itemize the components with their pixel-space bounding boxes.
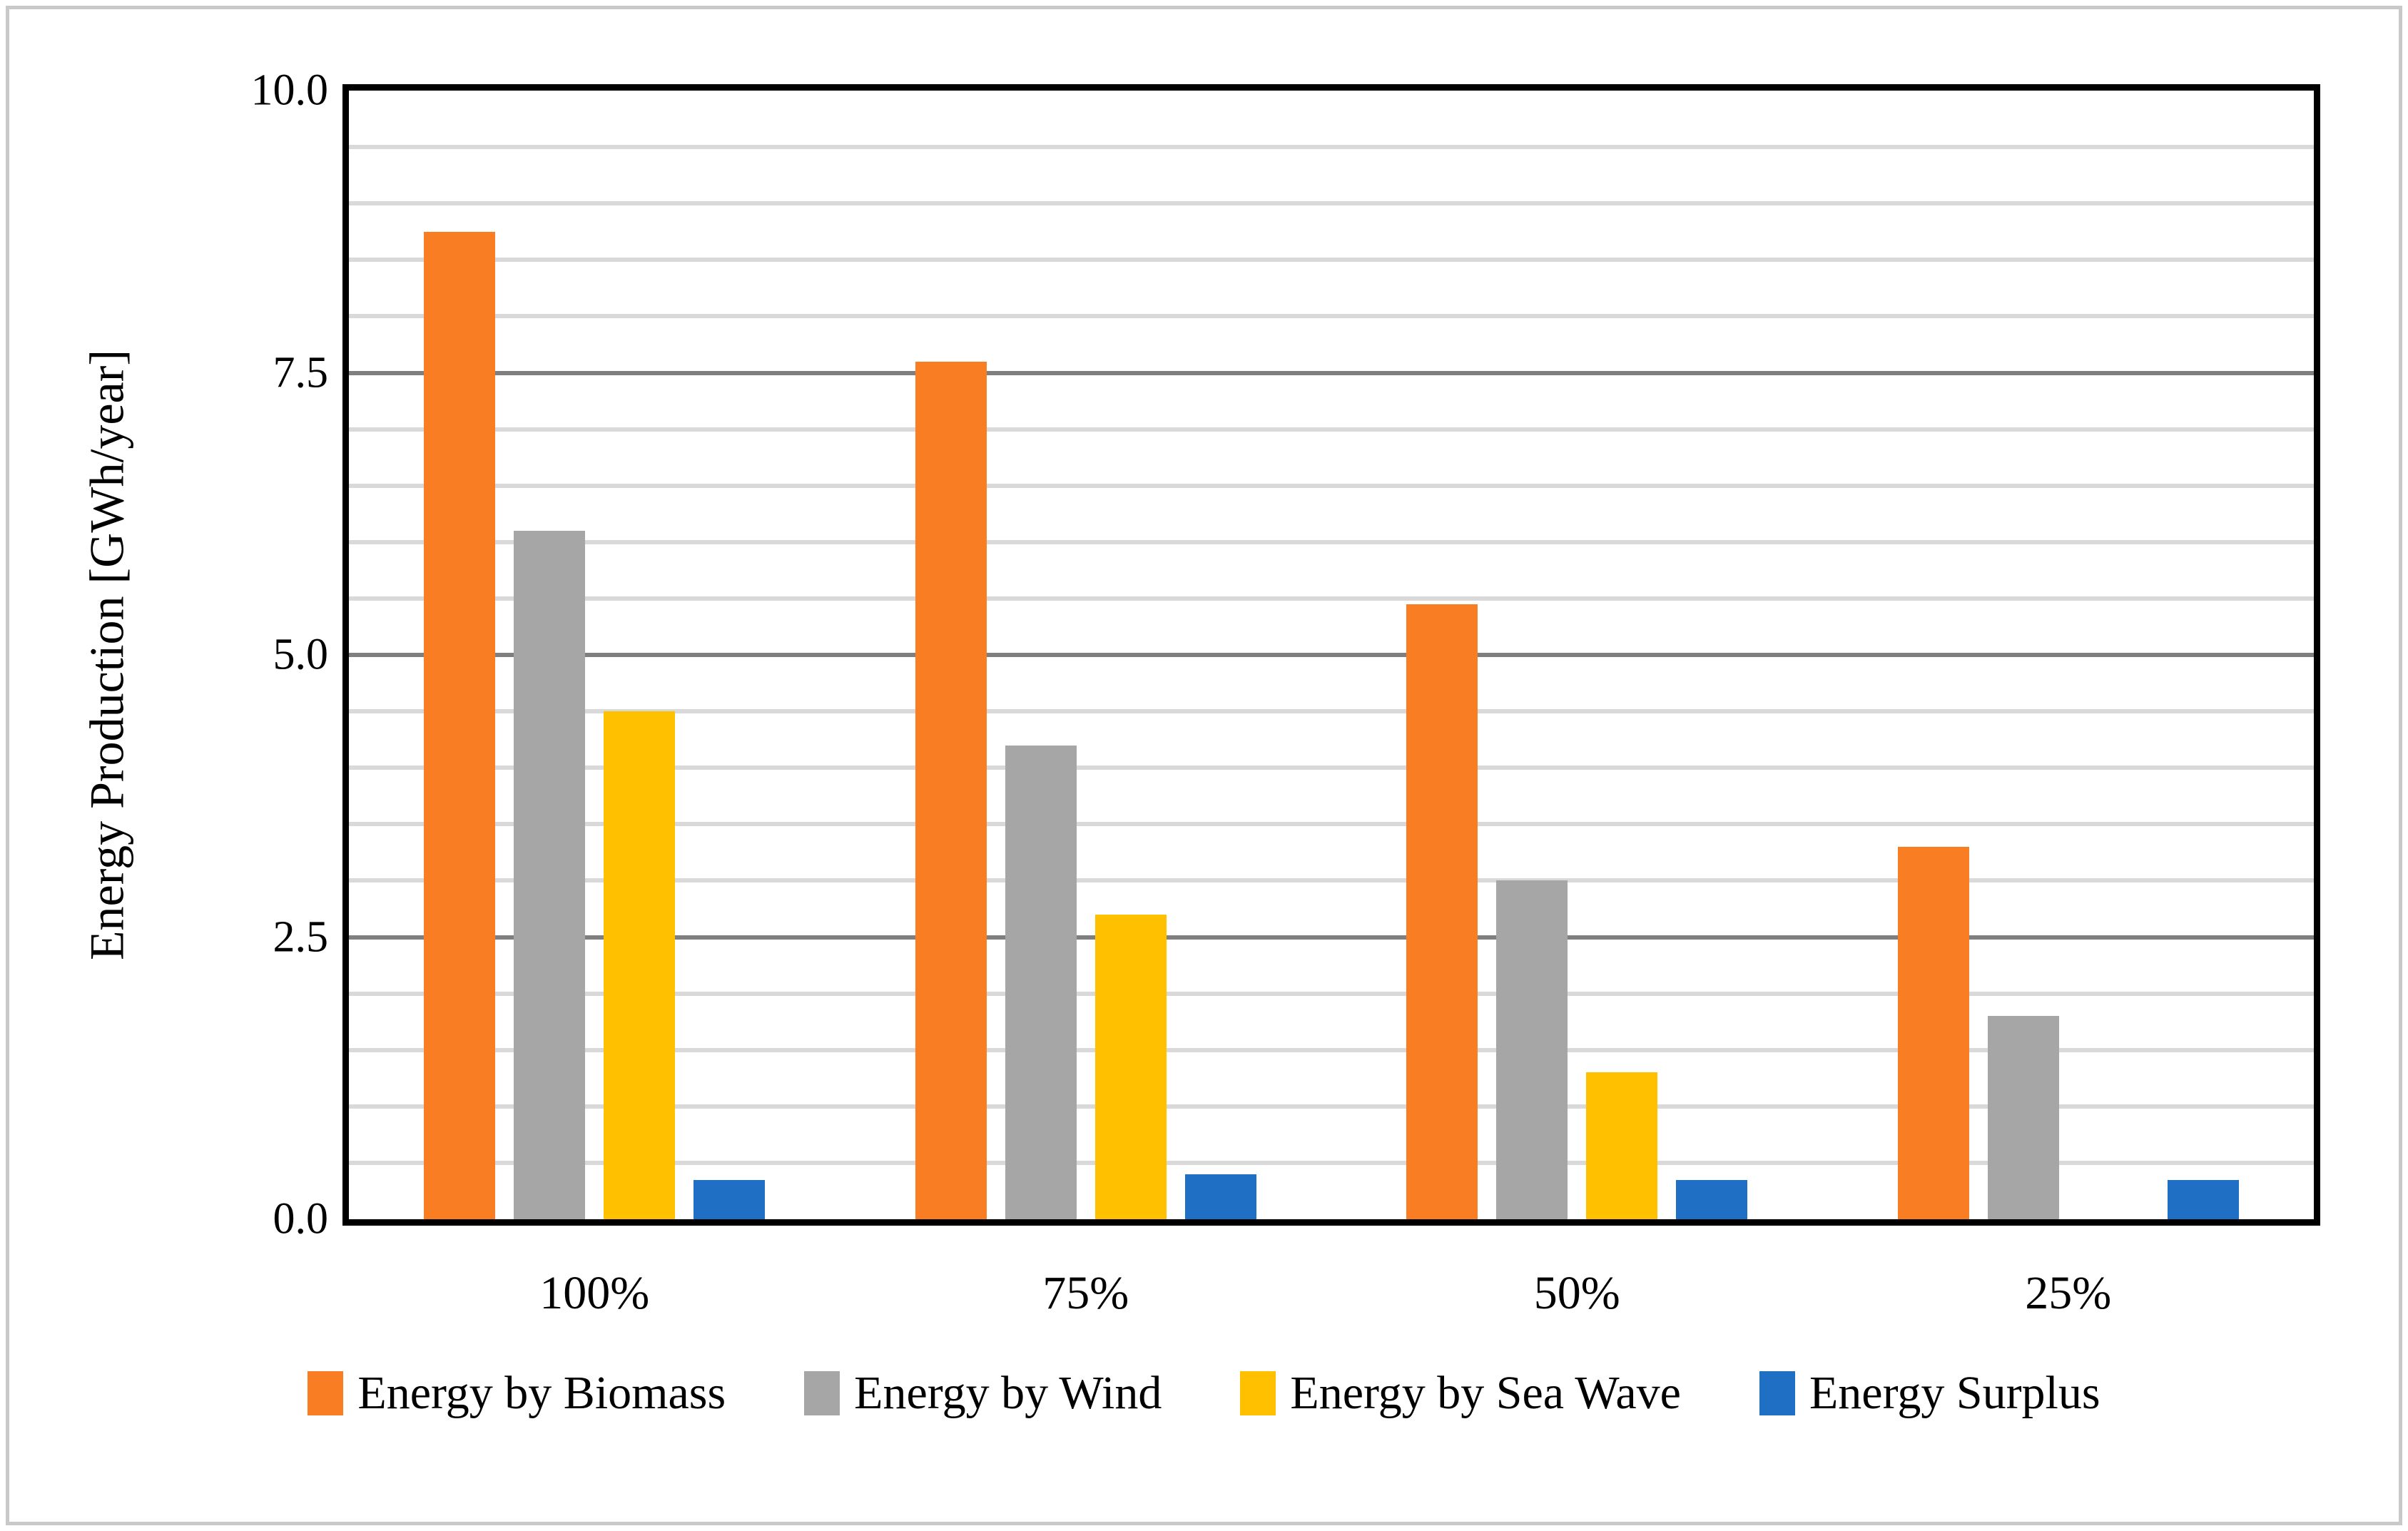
minor-gridline bbox=[349, 1104, 2314, 1109]
minor-gridline bbox=[349, 427, 2314, 432]
y-tick-label: 0.0 bbox=[273, 1194, 329, 1243]
minor-gridline bbox=[349, 145, 2314, 150]
bar-energy-by-biomass-50% bbox=[1406, 604, 1478, 1219]
bar-energy-by-sea-wave-100% bbox=[604, 711, 676, 1219]
legend-label: Energy by Biomass bbox=[357, 1367, 726, 1419]
bar-group-100% bbox=[349, 91, 840, 1219]
y-tick-label: 5.0 bbox=[273, 630, 329, 679]
x-category-label: 75% bbox=[1042, 1267, 1129, 1319]
bar-energy-by-sea-wave-75% bbox=[1094, 914, 1167, 1219]
major-gridline bbox=[349, 653, 2314, 657]
bar-energy-by-biomass-100% bbox=[424, 231, 496, 1219]
x-category-label: 25% bbox=[2025, 1267, 2112, 1319]
bar-energy-surplus-25% bbox=[2167, 1179, 2239, 1219]
bar-energy-surplus-50% bbox=[1676, 1179, 1748, 1219]
bar-energy-by-wind-50% bbox=[1496, 880, 1568, 1219]
minor-gridline bbox=[349, 596, 2314, 601]
minor-gridline bbox=[349, 766, 2314, 770]
major-gridline bbox=[349, 935, 2314, 940]
bar-energy-by-wind-25% bbox=[1987, 1016, 2059, 1219]
y-tick-label: 7.5 bbox=[273, 348, 329, 397]
legend-label: Energy Surplus bbox=[1809, 1367, 2100, 1419]
legend-item-energy-by-wind: Energy by Wind bbox=[804, 1366, 1162, 1420]
legend-label: Energy by Sea Wave bbox=[1290, 1367, 1681, 1419]
bar-group-75% bbox=[840, 91, 1332, 1219]
bar-energy-surplus-100% bbox=[694, 1179, 766, 1219]
legend-swatch-icon bbox=[308, 1371, 344, 1415]
minor-gridline bbox=[349, 822, 2314, 827]
y-tick-label: 10.0 bbox=[250, 66, 329, 115]
legend-item-energy-surplus: Energy Surplus bbox=[1759, 1366, 2100, 1420]
legend: Energy by Biomass Energy by Wind Energy by… bbox=[0, 1366, 2408, 1420]
legend-swatch-icon bbox=[1240, 1371, 1276, 1415]
major-gridline bbox=[349, 370, 2314, 375]
bar-energy-by-sea-wave-50% bbox=[1586, 1072, 1658, 1219]
legend-label: Energy by Wind bbox=[854, 1367, 1162, 1419]
minor-gridline bbox=[349, 201, 2314, 206]
y-axis-tick-labels: 0.0 2.5 5.0 7.5 10.0 bbox=[107, 66, 329, 1243]
bar-energy-by-wind-100% bbox=[514, 530, 586, 1219]
bar-energy-by-wind-75% bbox=[1005, 745, 1077, 1219]
bar-energy-by-biomass-25% bbox=[1897, 846, 1969, 1219]
minor-gridline bbox=[349, 539, 2314, 544]
bar-energy-surplus-75% bbox=[1184, 1174, 1256, 1219]
x-axis-category-labels: 100% 75% 50% 25% bbox=[349, 1266, 2314, 1321]
minor-gridline bbox=[349, 878, 2314, 883]
gridlines-layer bbox=[349, 91, 2314, 1219]
minor-gridline bbox=[349, 314, 2314, 319]
minor-gridline bbox=[349, 1160, 2314, 1165]
legend-item-energy-by-sea-wave: Energy by Sea Wave bbox=[1240, 1366, 1681, 1420]
bar-group-50% bbox=[1331, 91, 1823, 1219]
minor-gridline bbox=[349, 991, 2314, 996]
minor-gridline bbox=[349, 258, 2314, 263]
plot-area bbox=[342, 84, 2320, 1226]
legend-swatch-icon bbox=[804, 1371, 840, 1415]
legend-item-energy-by-biomass: Energy by Biomass bbox=[308, 1366, 726, 1420]
minor-gridline bbox=[349, 1047, 2314, 1052]
legend-swatch-icon bbox=[1759, 1371, 1795, 1415]
x-category-label: 50% bbox=[1533, 1267, 1620, 1319]
bar-group-25% bbox=[1823, 91, 2315, 1219]
x-category-label: 100% bbox=[539, 1267, 650, 1319]
y-tick-label: 2.5 bbox=[273, 912, 329, 961]
bar-energy-by-biomass-75% bbox=[915, 361, 987, 1219]
minor-gridline bbox=[349, 483, 2314, 488]
bars-layer bbox=[349, 91, 2314, 1219]
minor-gridline bbox=[349, 709, 2314, 714]
